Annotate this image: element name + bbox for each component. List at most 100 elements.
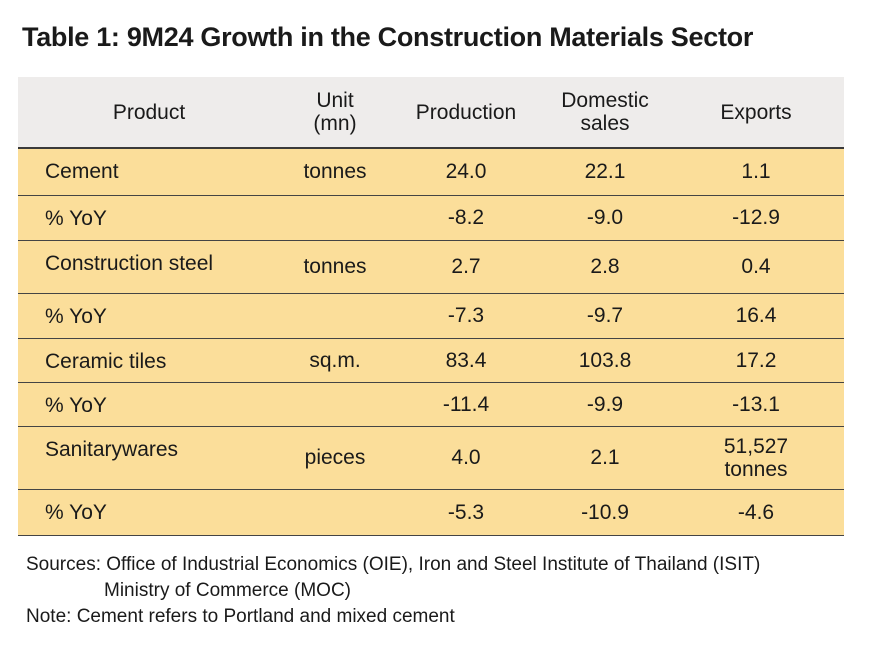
unit-cell: pieces bbox=[280, 426, 390, 490]
unit-cell-value: tonnes bbox=[303, 160, 367, 184]
header-unit-line2: (mn) bbox=[313, 112, 357, 135]
product-cell-value: % YoY bbox=[45, 500, 107, 524]
header-unit: Unit (mn) bbox=[280, 77, 390, 149]
header-domestic-line1: Domestic bbox=[561, 89, 649, 112]
production-cell-value: 24.0 bbox=[445, 160, 487, 184]
unit-cell bbox=[280, 293, 390, 339]
exports-cell-value: -4.6 bbox=[737, 500, 775, 524]
product-cell-value: % YoY bbox=[45, 304, 107, 328]
header-row: Product Unit (mn) Production Domestic sa… bbox=[18, 77, 844, 149]
exports-cell-value: 51,527 bbox=[723, 434, 789, 458]
header-domestic-sales: Domestic sales bbox=[542, 77, 668, 149]
domestic-sales-cell-value: 2.1 bbox=[590, 446, 620, 469]
domestic-sales-cell-value: -9.0 bbox=[586, 206, 624, 229]
production-cell: -7.3 bbox=[390, 293, 542, 339]
exports-cell-value: -13.1 bbox=[732, 392, 780, 416]
domestic-sales-cell-value: 103.8 bbox=[578, 348, 632, 372]
domestic-sales-cell-value: -10.9 bbox=[581, 500, 629, 524]
product-cell: % YoY bbox=[18, 293, 280, 339]
table-body: Cement tonnes 24.0 22.1 1.1 % YoY -8.2 -9.0 -12.… bbox=[18, 148, 844, 536]
table-row: Cement tonnes 24.0 22.1 1.1 bbox=[18, 148, 844, 196]
production-cell: 83.4 bbox=[390, 338, 542, 383]
exports-cell-value: 16.4 bbox=[735, 304, 777, 327]
domestic-sales-cell: -9.0 bbox=[542, 195, 668, 241]
unit-cell bbox=[280, 195, 390, 241]
domestic-sales-cell-value: 22.1 bbox=[584, 160, 626, 184]
production-cell-value: 83.4 bbox=[445, 348, 487, 372]
exports-cell: 16.4 bbox=[668, 293, 844, 339]
header-production-label: Production bbox=[415, 100, 517, 124]
header-exports: Exports bbox=[668, 77, 844, 149]
header-domestic-line2: sales bbox=[580, 112, 630, 135]
exports-cell: 17.2 bbox=[668, 338, 844, 383]
product-cell-value: % YoY bbox=[45, 206, 107, 230]
product-cell-value: Cement bbox=[45, 160, 119, 183]
header-product-label: Product bbox=[112, 100, 186, 124]
sources-block: Sources: Office of Industrial Economics … bbox=[26, 552, 760, 630]
table-row: % YoY -8.2 -9.0 -12.9 bbox=[18, 195, 844, 241]
note-line: Note: Cement refers to Portland and mixe… bbox=[26, 606, 455, 627]
table-row: Sanitarywares pieces 4.0 2.1 51,527 tonnes bbox=[18, 426, 844, 490]
sources-line1: Sources: Office of Industrial Economics … bbox=[26, 554, 761, 575]
production-cell-value: -8.2 bbox=[447, 206, 485, 229]
production-cell: 2.7 bbox=[390, 240, 542, 294]
unit-cell: tonnes bbox=[280, 148, 390, 196]
production-cell: 4.0 bbox=[390, 426, 542, 490]
domestic-sales-cell: 2.1 bbox=[542, 426, 668, 490]
product-cell: % YoY bbox=[18, 382, 280, 427]
header-unit-line1: Unit bbox=[316, 89, 354, 112]
exports-cell-unit: tonnes bbox=[724, 457, 788, 481]
table-row: Construction steel tonnes 2.7 2.8 0.4 bbox=[18, 240, 844, 294]
header-production: Production bbox=[390, 77, 542, 149]
product-cell: Cement bbox=[18, 148, 280, 196]
production-cell-value: 2.7 bbox=[451, 255, 481, 278]
unit-cell-value: tonnes bbox=[303, 255, 367, 278]
sources-line2: Ministry of Commerce (MOC) bbox=[104, 580, 352, 601]
table-row: % YoY -11.4 -9.9 -13.1 bbox=[18, 382, 844, 427]
domestic-sales-cell: 103.8 bbox=[542, 338, 668, 383]
production-cell: -8.2 bbox=[390, 195, 542, 241]
production-cell-value: -11.4 bbox=[442, 392, 490, 416]
exports-cell: 0.4 bbox=[668, 240, 844, 294]
growth-table: Product Unit (mn) Production Domestic sa… bbox=[18, 77, 844, 536]
table-title: Table 1: 9M24 Growth in the Construction… bbox=[22, 22, 754, 52]
unit-cell-value: sq.m. bbox=[309, 348, 361, 372]
production-cell-value: -5.3 bbox=[447, 500, 485, 524]
production-cell: -5.3 bbox=[390, 489, 542, 536]
product-cell-value: Ceramic tiles bbox=[45, 349, 167, 373]
table-row: Ceramic tiles sq.m. 83.4 103.8 17.2 bbox=[18, 338, 844, 383]
product-cell-value: % YoY bbox=[45, 393, 107, 417]
domestic-sales-cell-value: 2.8 bbox=[590, 255, 620, 278]
table-row: % YoY -7.3 -9.7 16.4 bbox=[18, 293, 844, 339]
production-cell-value: 4.0 bbox=[451, 446, 481, 469]
header-product: Product bbox=[18, 77, 280, 149]
exports-cell: 1.1 bbox=[668, 148, 844, 196]
product-cell-value: Sanitarywares bbox=[45, 437, 179, 461]
unit-cell-value: pieces bbox=[304, 446, 366, 469]
exports-cell: 51,527 tonnes bbox=[668, 426, 844, 490]
unit-cell: sq.m. bbox=[280, 338, 390, 383]
table-row: % YoY -5.3 -10.9 -4.6 bbox=[18, 489, 844, 536]
production-cell-value: -7.3 bbox=[447, 304, 485, 327]
unit-cell: tonnes bbox=[280, 240, 390, 294]
exports-cell: -13.1 bbox=[668, 382, 844, 427]
exports-cell-value: 1.1 bbox=[741, 160, 771, 184]
domestic-sales-cell: -10.9 bbox=[542, 489, 668, 536]
unit-cell bbox=[280, 489, 390, 536]
exports-cell-value: -12.9 bbox=[732, 206, 780, 229]
product-cell: % YoY bbox=[18, 195, 280, 241]
domestic-sales-cell: 2.8 bbox=[542, 240, 668, 294]
exports-cell-value: 17.2 bbox=[735, 348, 777, 372]
exports-cell-value: 0.4 bbox=[741, 255, 771, 278]
product-cell: Ceramic tiles bbox=[18, 338, 280, 383]
unit-cell bbox=[280, 382, 390, 427]
domestic-sales-cell: -9.7 bbox=[542, 293, 668, 339]
product-cell: % YoY bbox=[18, 489, 280, 536]
production-cell: 24.0 bbox=[390, 148, 542, 196]
product-cell-value: Construction steel bbox=[45, 251, 214, 275]
exports-cell: -12.9 bbox=[668, 195, 844, 241]
domestic-sales-cell: 22.1 bbox=[542, 148, 668, 196]
header-exports-label: Exports bbox=[720, 100, 792, 124]
product-cell: Construction steel bbox=[18, 240, 280, 294]
product-cell: Sanitarywares bbox=[18, 426, 280, 490]
